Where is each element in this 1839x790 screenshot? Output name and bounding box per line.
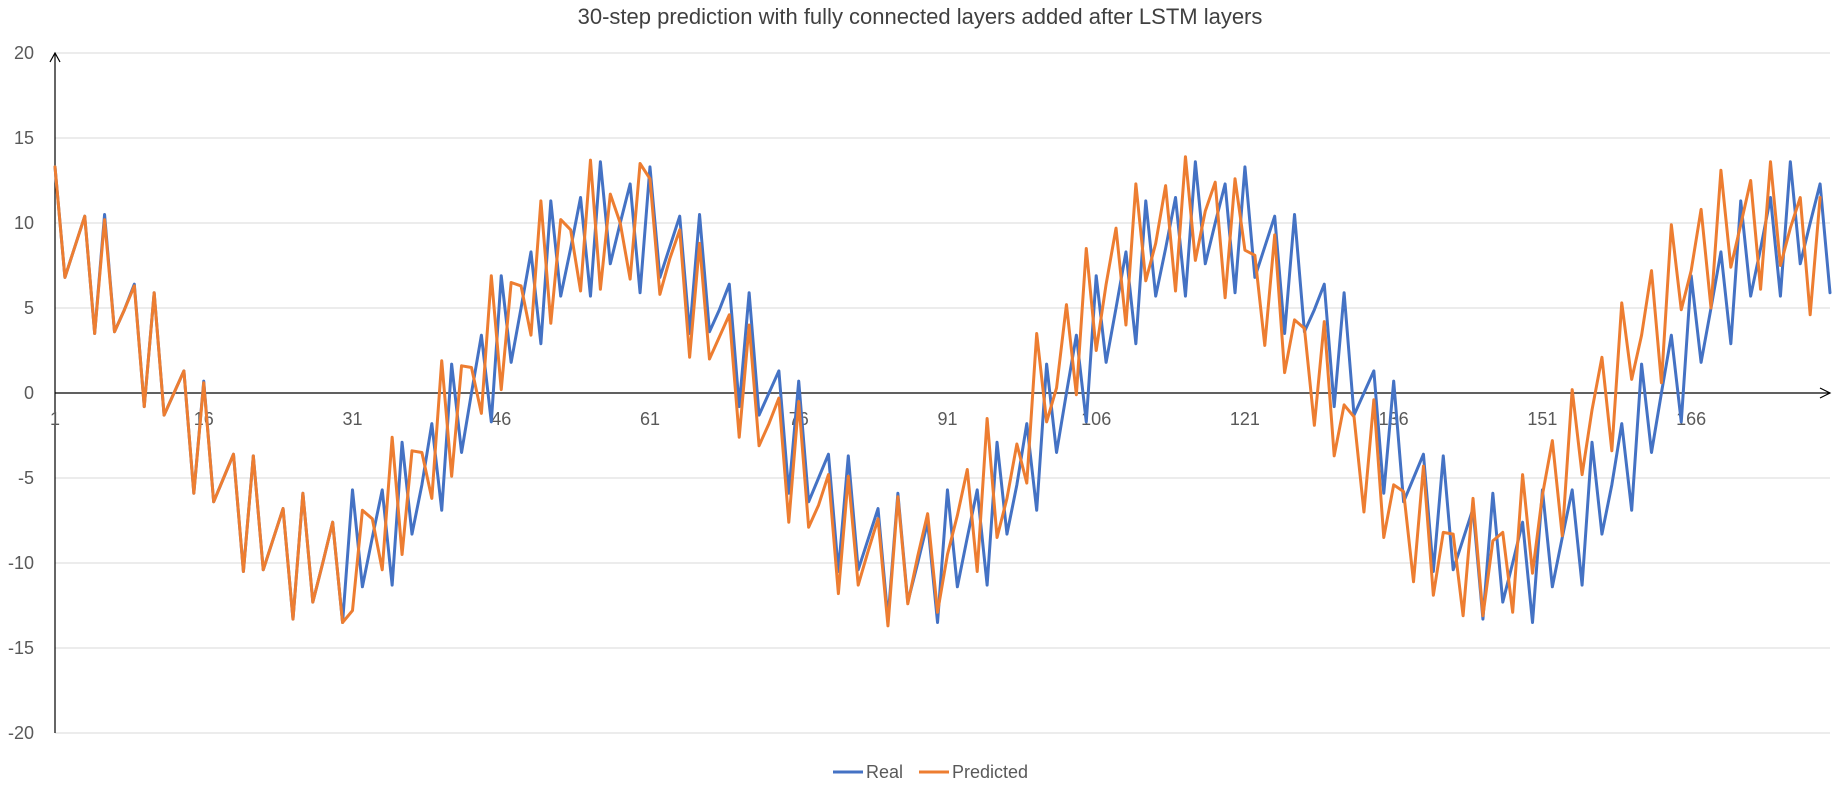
x-tick-label: 91 [937,409,957,429]
y-tick-label: 5 [24,298,34,318]
x-tick-label: 106 [1081,409,1111,429]
x-tick-label: 136 [1379,409,1409,429]
y-axis-tick-labels: -20 -15 -10 -5 0 5 10 15 20 [8,43,34,743]
series-line-predicted [53,155,1822,628]
axes [49,51,1832,733]
y-tick-label: -10 [8,553,34,573]
x-tick-label: 61 [640,409,660,429]
x-tick-label: 16 [194,409,214,429]
x-tick-label: 121 [1230,409,1260,429]
legend-item-predicted[interactable]: Predicted [919,762,1028,782]
series-lines [53,155,1832,628]
x-axis-tick-labels: 1 16 31 46 61 76 91 106 121 136 151 166 [50,409,1706,429]
y-tick-label: 0 [24,383,34,403]
series-line-real [53,160,1832,624]
legend-item-real[interactable]: Real [833,762,903,782]
y-tick-label: 10 [14,213,34,233]
legend-label: Real [866,762,903,782]
y-tick-label: -20 [8,723,34,743]
y-tick-label: 15 [14,128,34,148]
legend-label: Predicted [952,762,1028,782]
x-tick-label: 151 [1527,409,1557,429]
y-tick-label: 20 [14,43,34,63]
y-tick-label: -15 [8,638,34,658]
y-axis-arrow [49,51,61,63]
x-axis-arrow [1819,387,1832,399]
y-tick-label: -5 [18,468,34,488]
chart-title: 30-step prediction with fully connected … [578,4,1263,29]
x-tick-label: 166 [1676,409,1706,429]
legend[interactable]: Real Predicted [833,762,1028,782]
x-tick-label: 31 [342,409,362,429]
x-tick-label: 46 [491,409,511,429]
x-tick-label: 1 [50,409,60,429]
